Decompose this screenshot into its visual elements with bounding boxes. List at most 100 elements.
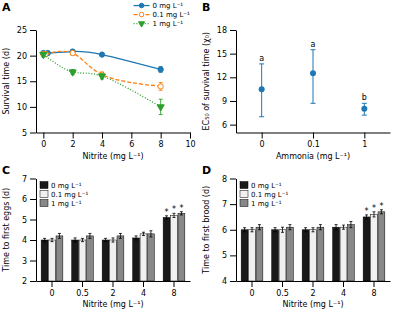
legend-marker bbox=[139, 3, 144, 8]
bar bbox=[340, 227, 347, 281]
tick: 2 bbox=[71, 133, 76, 150]
legend-swatch bbox=[40, 191, 48, 198]
legend-label: 0 mg L⁻¹ bbox=[51, 182, 82, 190]
tick-label: 15 bbox=[17, 77, 27, 86]
tick-mark bbox=[230, 30, 236, 31]
point bbox=[259, 86, 265, 92]
tick-label: 2 bbox=[110, 289, 115, 298]
error-bar bbox=[342, 225, 345, 229]
error-bar bbox=[304, 228, 307, 232]
error-bar bbox=[312, 228, 315, 232]
tick-mark bbox=[313, 133, 314, 139]
tick: 3 bbox=[22, 257, 36, 266]
bar bbox=[110, 240, 117, 281]
y-axis: 510152025 bbox=[17, 26, 37, 138]
tick-label: 20 bbox=[17, 52, 27, 61]
annotation: a bbox=[259, 54, 264, 63]
tick-mark bbox=[131, 133, 132, 139]
tick: 9 bbox=[222, 97, 236, 106]
tick-label: 2 bbox=[22, 277, 27, 286]
tick: 2 bbox=[310, 281, 315, 298]
tick-label: 4 bbox=[341, 289, 346, 298]
bar bbox=[378, 212, 385, 281]
x-axis: 00.5248 bbox=[237, 281, 391, 298]
y-axis-title: Time to first brood (d) bbox=[202, 186, 211, 275]
bar bbox=[56, 236, 63, 281]
tick: 2 bbox=[22, 277, 36, 286]
error-bar bbox=[159, 67, 163, 73]
error-bar bbox=[335, 225, 338, 230]
tick-mark bbox=[190, 133, 191, 139]
tick-mark bbox=[30, 240, 36, 241]
legend-swatch bbox=[240, 200, 248, 207]
tick-mark bbox=[373, 281, 374, 287]
y-axis-title: Time to first eggs (d) bbox=[2, 188, 11, 273]
tick-mark bbox=[230, 125, 236, 126]
tick: 8 bbox=[371, 281, 376, 298]
legend-item: 0.1 mg L⁻¹ bbox=[40, 191, 88, 199]
x-axis-title: Nitrite (mg L⁻¹) bbox=[83, 152, 144, 161]
error-bar bbox=[259, 64, 264, 117]
tick: 4 bbox=[341, 281, 346, 298]
tick-label: 8 bbox=[371, 289, 376, 298]
tick-mark bbox=[30, 133, 36, 134]
tick-mark bbox=[30, 220, 36, 221]
tick-mark bbox=[52, 281, 53, 287]
error-bar bbox=[74, 238, 77, 242]
legend-label: 1 mg L⁻¹ bbox=[251, 200, 282, 208]
error-bar bbox=[251, 228, 254, 232]
tick-label: 5 bbox=[22, 216, 27, 225]
tick-mark bbox=[30, 81, 36, 82]
bar bbox=[310, 230, 317, 281]
tick-mark bbox=[230, 179, 236, 180]
legend-item: 1 mg L⁻¹ bbox=[40, 200, 82, 208]
tick: 7 bbox=[222, 200, 236, 209]
annotation: a bbox=[311, 40, 316, 49]
bar bbox=[133, 238, 140, 281]
tick-label: 3 bbox=[22, 257, 27, 266]
error-bar bbox=[349, 222, 352, 228]
legend-swatch bbox=[40, 200, 48, 207]
tick-mark bbox=[30, 199, 36, 200]
marker bbox=[157, 105, 164, 111]
tick: 7 bbox=[22, 175, 36, 184]
line bbox=[43, 55, 160, 107]
tick-mark bbox=[30, 281, 36, 282]
y-axis: 69121518 bbox=[217, 26, 237, 133]
bar bbox=[140, 234, 147, 281]
annotation: * bbox=[165, 208, 169, 217]
panel: 00.52482345670 mg L⁻¹0.1 mg L⁻¹1 mg L⁻¹C… bbox=[2, 164, 191, 310]
tick-label: 4 bbox=[141, 289, 146, 298]
texts: CNitrite (mg L⁻¹)Time to first eggs (d)*… bbox=[2, 164, 183, 310]
x-axis-line bbox=[37, 133, 191, 134]
tick-mark bbox=[230, 281, 236, 282]
tick-label: 8 bbox=[171, 289, 176, 298]
tick-mark bbox=[73, 133, 74, 139]
legend-label: 1 mg L⁻¹ bbox=[51, 200, 82, 208]
tick: 1 bbox=[362, 133, 367, 150]
tick: 10 bbox=[185, 133, 195, 150]
legend-label: 0 mg L⁻¹ bbox=[251, 182, 282, 190]
bar bbox=[317, 227, 324, 281]
tick-mark bbox=[364, 133, 365, 139]
bar bbox=[249, 230, 256, 281]
y-axis-line bbox=[36, 31, 37, 134]
error-bar bbox=[274, 228, 277, 232]
bar bbox=[163, 217, 170, 281]
tick: 18 bbox=[217, 26, 236, 35]
legend-item: 1 mg L⁻¹ bbox=[240, 200, 282, 208]
bar bbox=[72, 240, 79, 281]
legend-item: 0 mg L⁻¹ bbox=[240, 182, 282, 190]
x-axis: 00.5248 bbox=[37, 281, 191, 298]
tick-label: 2 bbox=[71, 140, 76, 149]
bar bbox=[148, 234, 155, 281]
plot-area bbox=[40, 49, 164, 115]
error-bar bbox=[159, 83, 163, 91]
tick-mark bbox=[262, 133, 263, 139]
tick-mark bbox=[30, 30, 36, 31]
tick-label: 4 bbox=[22, 236, 27, 245]
legend-label: 0.1 mg L⁻¹ bbox=[51, 191, 88, 199]
y-axis-line bbox=[236, 179, 237, 282]
tick: 0.1 bbox=[307, 133, 320, 150]
legend-label: 0.1 mg L⁻¹ bbox=[251, 191, 288, 199]
